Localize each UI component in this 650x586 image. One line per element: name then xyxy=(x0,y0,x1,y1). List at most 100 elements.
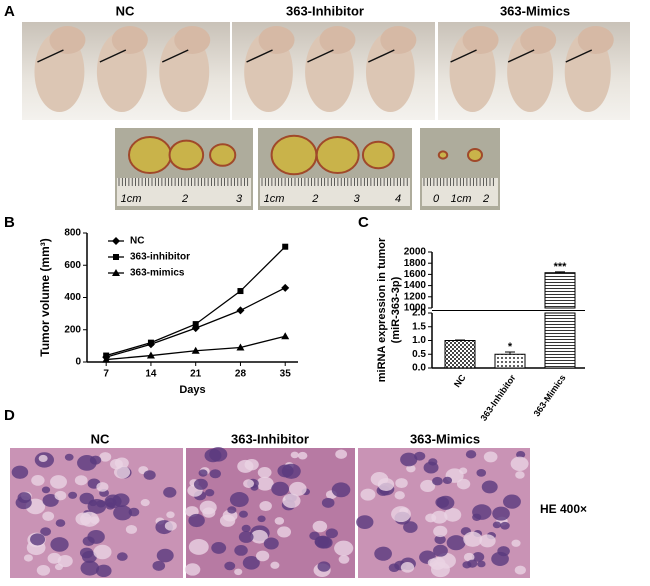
tumor xyxy=(168,139,205,171)
histology-label: NC xyxy=(91,431,110,446)
cell xyxy=(325,528,338,539)
cell xyxy=(166,511,175,519)
x-tick-label: 14 xyxy=(145,369,157,380)
marker xyxy=(236,306,245,315)
y-tick-label: 1800 xyxy=(404,258,427,269)
histology-label: 363-Inhibitor xyxy=(231,431,309,446)
arrow xyxy=(161,49,189,63)
cell xyxy=(40,527,52,536)
y-tick-label: 2000 xyxy=(404,247,427,258)
cell xyxy=(435,496,450,508)
cell xyxy=(388,563,400,573)
cell xyxy=(93,544,112,560)
cell xyxy=(463,552,475,562)
cell xyxy=(458,467,468,475)
cell xyxy=(116,552,128,561)
cell xyxy=(87,498,107,514)
cell xyxy=(99,452,112,462)
arrow xyxy=(99,49,127,63)
cell xyxy=(483,451,498,463)
cell xyxy=(243,479,255,488)
cell xyxy=(391,506,411,523)
cell xyxy=(125,524,138,534)
bar-lower-part xyxy=(544,312,576,369)
cell xyxy=(515,471,525,479)
cell xyxy=(31,475,45,486)
ruler-label: 0 xyxy=(433,193,440,205)
cell xyxy=(257,515,266,523)
y-tick-label: 0 xyxy=(75,357,81,368)
tumor xyxy=(270,134,318,176)
panel-label: B xyxy=(4,214,15,231)
cell xyxy=(400,562,415,573)
cell xyxy=(77,455,97,471)
error-bar xyxy=(455,339,465,341)
y-tick-label: 0.0 xyxy=(412,363,426,374)
legend-label: NC xyxy=(130,236,144,247)
cell xyxy=(481,480,498,494)
cell xyxy=(516,450,526,459)
cell xyxy=(234,544,248,556)
cell xyxy=(334,540,354,556)
cell xyxy=(17,492,32,503)
line-chart: 0 200 400 600 800 7 14 21 28 35 Days Tumor volume (… xyxy=(38,228,298,396)
mouse-head xyxy=(49,26,86,54)
marker xyxy=(281,332,290,340)
bar-upper-part xyxy=(544,272,576,309)
x-tick-label: 28 xyxy=(235,369,247,380)
tumor xyxy=(209,143,237,167)
legend-marker xyxy=(112,269,120,276)
tumor xyxy=(128,136,172,174)
cell xyxy=(96,482,109,492)
arrow xyxy=(246,49,273,63)
y-tick-label: 1000 xyxy=(404,303,427,314)
ruler-label: 1cm xyxy=(121,193,142,205)
cell xyxy=(204,448,222,463)
cell xyxy=(224,561,236,571)
cell xyxy=(219,514,236,527)
cell xyxy=(87,529,105,544)
cell xyxy=(290,451,299,459)
cell xyxy=(256,476,274,491)
cell xyxy=(50,537,69,552)
ruler-label: 3 xyxy=(354,193,361,205)
cell xyxy=(274,517,285,525)
x-tick-label: NC xyxy=(452,372,468,389)
y-axis-title: miRNA expression in tumor xyxy=(376,237,388,382)
y-tick-label: 800 xyxy=(64,228,81,239)
cell xyxy=(471,552,485,562)
ruler-label: 2 xyxy=(311,193,318,205)
cell xyxy=(456,478,471,490)
histology-images xyxy=(10,447,530,578)
cell xyxy=(199,500,217,515)
cell xyxy=(81,550,97,563)
arrow xyxy=(307,49,334,63)
marker xyxy=(191,346,200,354)
legend-label: 363-mimics xyxy=(130,268,185,279)
ruler-label: 1cm xyxy=(451,193,472,205)
cell xyxy=(432,476,443,486)
marker xyxy=(147,339,154,346)
cell xyxy=(188,538,209,555)
panel-label: A xyxy=(4,3,15,20)
mouse-head xyxy=(111,26,148,54)
x-tick-label: 35 xyxy=(280,369,292,380)
y-tick-label: 1600 xyxy=(404,269,427,280)
cell xyxy=(209,469,221,479)
cell xyxy=(414,451,426,461)
cell xyxy=(317,561,331,572)
mouse-head xyxy=(258,26,295,54)
marker xyxy=(237,288,244,295)
cell xyxy=(289,481,307,496)
cell xyxy=(36,564,51,576)
cell xyxy=(80,560,100,576)
cell xyxy=(205,489,215,497)
arrow xyxy=(37,49,64,63)
cell xyxy=(140,499,150,507)
bar xyxy=(494,353,526,369)
y-tick-label: 0.5 xyxy=(412,349,426,360)
cell xyxy=(156,548,174,563)
mouse-head xyxy=(380,26,417,54)
mouse-head xyxy=(520,26,557,54)
